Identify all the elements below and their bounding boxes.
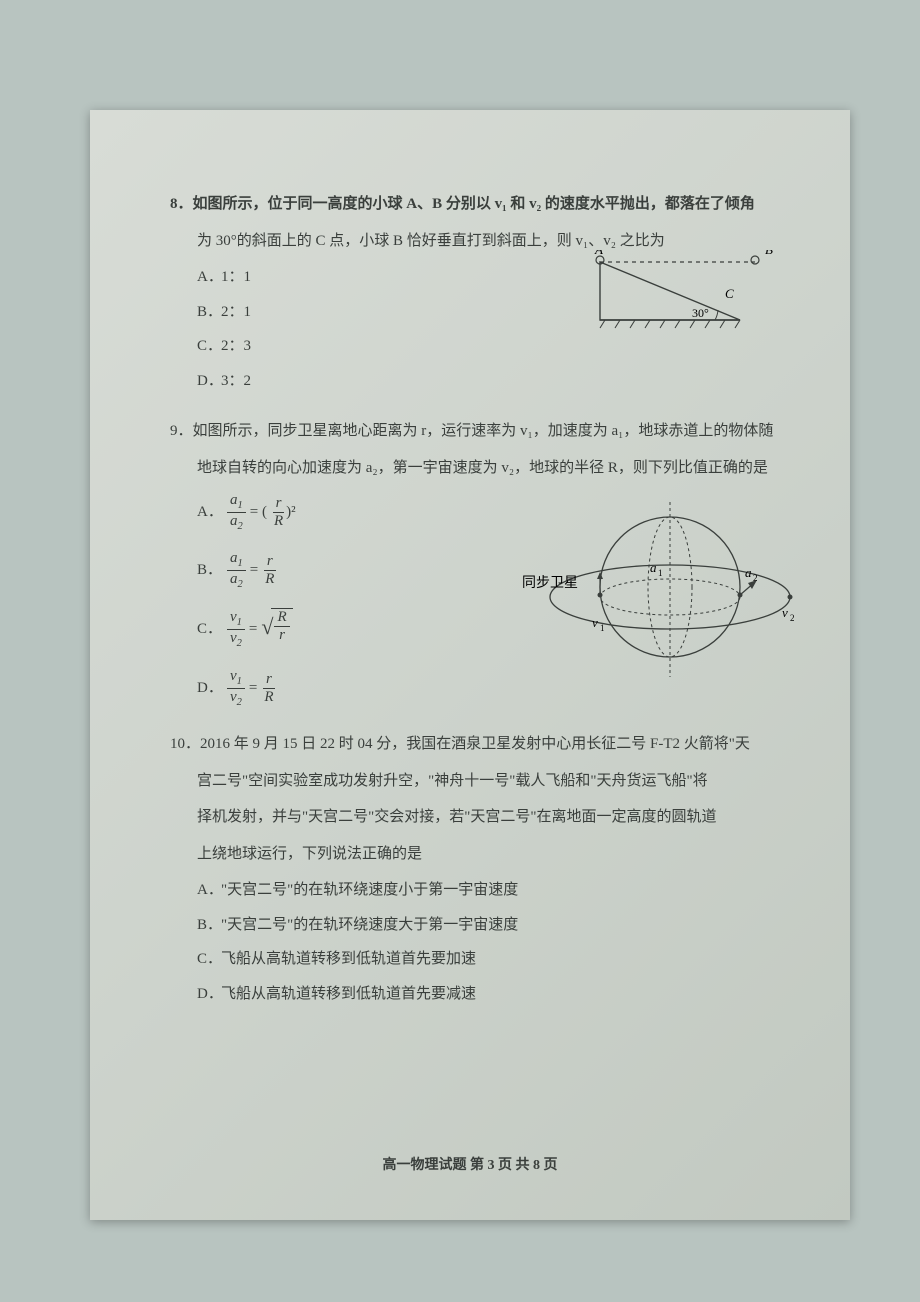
q8-stem-line1: 8．如图所示，位于同一高度的小球 A、B 分别以 v₁ 和 v₂ 的速度水平抛出…: [170, 190, 790, 219]
q10-choice-B: B．"天宫二号"的在轨环绕速度大于第一宇宙速度: [197, 911, 790, 940]
q10-choice-C-text: 飞船从高轨道转移到低轨道首先要加速: [221, 951, 476, 967]
earth-diagram-svg: 同步卫星 a1 a2 v1 v2: [520, 487, 800, 697]
q10-stem-line1: 10．2016 年 9 月 15 日 22 时 04 分，我国在酒泉卫星发射中心…: [170, 730, 790, 759]
q10-stem-line2: 宫二号"空间实验室成功发射升空，"神舟十一号"载人飞船和"天舟货运飞船"将: [170, 767, 790, 796]
q10-choice-D: D．飞船从高轨道转移到低轨道首先要减速: [197, 980, 790, 1009]
q10-choice-A: A．"天宫二号"的在轨环绕速度小于第一宇宙速度: [197, 876, 790, 905]
q9-stem-line2: 地球自转的向心加速度为 a₂，第一宇宙速度为 v₂，地球的半径 R，则下列比值正…: [170, 454, 790, 483]
svg-text:a: a: [745, 565, 752, 580]
q10-stem-line3: 择机发射，并与"天宫二号"交会对接，若"天宫二号"在离地面一定高度的圆轨道: [170, 803, 790, 832]
page-footer: 高一物理试题 第 3 页 共 8 页: [90, 1153, 850, 1180]
q8-choice-A-text: 1：1: [221, 269, 251, 285]
question-8: 8．如图所示，位于同一高度的小球 A、B 分别以 v₁ 和 v₂ 的速度水平抛出…: [170, 190, 790, 395]
incline-diagram-svg: A B C 30°: [590, 250, 780, 340]
exam-page: 8．如图所示，位于同一高度的小球 A、B 分别以 v₁ 和 v₂ 的速度水平抛出…: [90, 110, 850, 1220]
q8-choice-B-text: 2：1: [221, 304, 251, 320]
label-angle: 30°: [692, 306, 709, 320]
q10-choice-D-text: 飞船从高轨道转移到低轨道首先要减速: [221, 986, 476, 1002]
q8-choice-D: D．3：2: [197, 367, 790, 396]
question-9: 9．如图所示，同步卫星离地心距离为 r，运行速率为 v₁，加速度为 a₁，地球赤…: [170, 417, 790, 708]
svg-text:v: v: [782, 605, 788, 620]
q10-stem-line4: 上绕地球运行，下列说法正确的是: [170, 840, 790, 869]
svg-text:v: v: [592, 615, 598, 630]
svg-text:2: 2: [753, 573, 758, 583]
q10-choice-C: C．飞船从高轨道转移到低轨道首先要加速: [197, 945, 790, 974]
q9-stem-line1: 9．如图所示，同步卫星离地心距离为 r，运行速率为 v₁，加速度为 a₁，地球赤…: [170, 417, 790, 446]
q8-choice-C-text: 2：3: [221, 338, 251, 354]
svg-text:a: a: [650, 560, 657, 575]
q8-diagram: A B C 30°: [590, 250, 780, 351]
q10-choices: A．"天宫二号"的在轨环绕速度小于第一宇宙速度 B．"天宫二号"的在轨环绕速度大…: [170, 876, 790, 1008]
label-A: A: [594, 250, 603, 257]
q9-diagram: 同步卫星 a1 a2 v1 v2: [520, 487, 800, 708]
label-B: B: [765, 250, 773, 257]
svg-text:2: 2: [790, 613, 795, 623]
q10-choice-B-text: "天宫二号"的在轨环绕速度大于第一宇宙速度: [221, 917, 518, 933]
q10-choice-A-text: "天宫二号"的在轨环绕速度小于第一宇宙速度: [221, 882, 518, 898]
question-10: 10．2016 年 9 月 15 日 22 时 04 分，我国在酒泉卫星发射中心…: [170, 730, 790, 1008]
svg-text:1: 1: [658, 568, 663, 578]
label-sync: 同步卫星: [522, 575, 578, 591]
label-C: C: [725, 286, 734, 301]
q8-choice-D-text: 3：2: [221, 373, 251, 389]
svg-text:1: 1: [600, 623, 605, 633]
